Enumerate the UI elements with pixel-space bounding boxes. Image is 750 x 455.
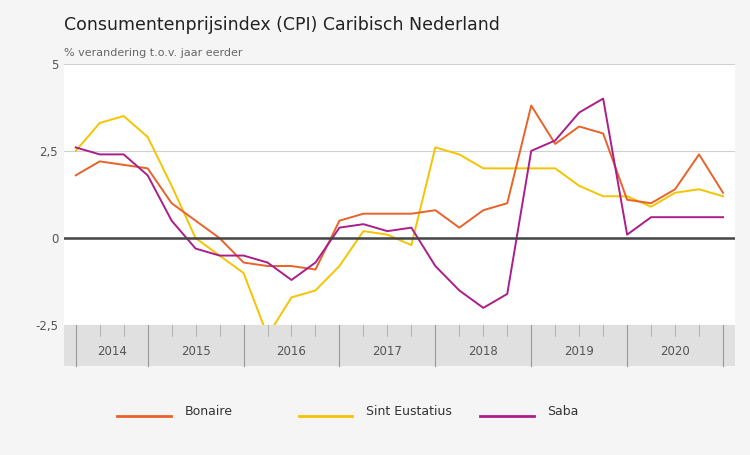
Text: 2014: 2014 <box>97 345 127 359</box>
Text: % verandering t.o.v. jaar eerder: % verandering t.o.v. jaar eerder <box>64 48 242 58</box>
Text: 2015: 2015 <box>181 345 211 359</box>
Text: 2019: 2019 <box>564 345 594 359</box>
Text: 2020: 2020 <box>660 345 690 359</box>
Text: Sint Eustatius: Sint Eustatius <box>366 404 452 418</box>
Text: Saba: Saba <box>547 404 578 418</box>
Text: 2018: 2018 <box>469 345 498 359</box>
Text: Bonaire: Bonaire <box>184 404 232 418</box>
Text: 2016: 2016 <box>277 345 307 359</box>
Text: 2017: 2017 <box>373 345 402 359</box>
Text: Consumentenprijsindex (CPI) Caribisch Nederland: Consumentenprijsindex (CPI) Caribisch Ne… <box>64 16 500 34</box>
